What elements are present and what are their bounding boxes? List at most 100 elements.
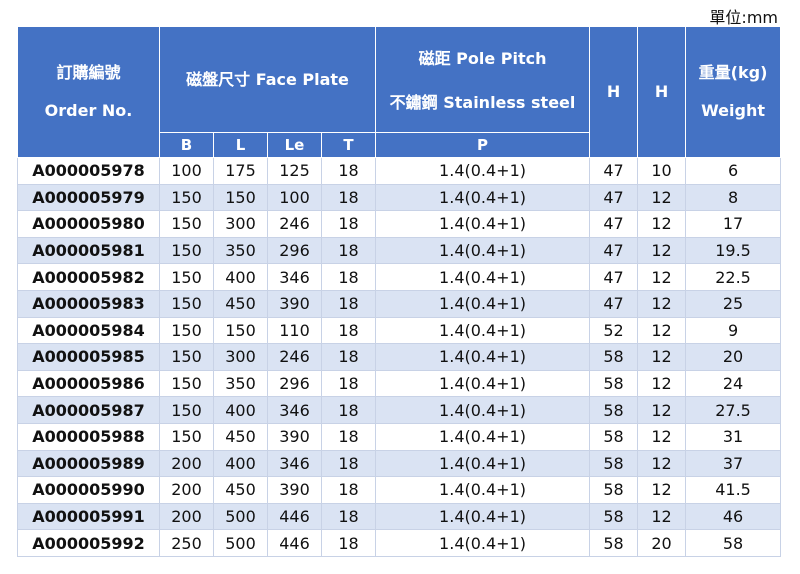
weight-cell: 17: [685, 210, 782, 238]
l-cell: 300: [213, 210, 268, 238]
table-row: A000005990 200 450 390 18 1.4(0.4+1) 58 12 41.5: [17, 476, 782, 504]
h2-cell: 12: [637, 423, 687, 451]
h2-cell: 12: [637, 343, 687, 371]
le-cell: 390: [267, 423, 322, 451]
b-cell: 200: [159, 503, 214, 531]
weight-cell: 37: [685, 450, 782, 478]
sub-header-l: L: [213, 132, 268, 158]
l-cell: 400: [213, 263, 268, 291]
weight-header-en: Weight: [701, 101, 765, 120]
t-cell: 18: [320, 290, 377, 318]
l-cell: 150: [213, 184, 268, 212]
b-cell: 150: [159, 210, 214, 238]
h2-cell: 12: [637, 237, 687, 265]
h2-cell: 12: [637, 317, 687, 345]
le-cell: 296: [267, 237, 322, 265]
table-row: A000005992 250 500 446 18 1.4(0.4+1) 58 20 58: [17, 529, 782, 557]
h2-cell: 20: [637, 529, 687, 557]
order-no-cell: A000005990: [17, 476, 160, 504]
weight-header: 重量(kg) Weight: [685, 26, 782, 158]
pitch-cell: 1.4(0.4+1): [375, 343, 591, 371]
h2-cell: 12: [637, 290, 687, 318]
weight-cell: 25: [685, 290, 782, 318]
le-cell: 246: [267, 210, 322, 238]
h2-cell: 12: [637, 184, 687, 212]
t-cell: 18: [320, 450, 377, 478]
t-cell: 18: [320, 503, 377, 531]
le-cell: 390: [267, 476, 322, 504]
pitch-cell: 1.4(0.4+1): [375, 370, 591, 398]
table-row: A000005983 150 450 390 18 1.4(0.4+1) 47 12 25: [17, 290, 782, 318]
weight-cell: 19.5: [685, 237, 782, 265]
table-row: A000005980 150 300 246 18 1.4(0.4+1) 47 12 17: [17, 210, 782, 238]
b-cell: 150: [159, 343, 214, 371]
t-cell: 18: [320, 529, 377, 557]
l-cell: 175: [213, 157, 268, 185]
table-row: A000005978 100 175 125 18 1.4(0.4+1) 47 10 6: [17, 157, 782, 185]
weight-cell: 31: [685, 423, 782, 451]
l-cell: 450: [213, 476, 268, 504]
l-cell: 350: [213, 237, 268, 265]
b-cell: 150: [159, 370, 214, 398]
t-cell: 18: [320, 396, 377, 424]
order-no-cell: A000005978: [17, 157, 160, 185]
b-cell: 150: [159, 184, 214, 212]
h1-cell: 58: [589, 503, 639, 531]
le-cell: 446: [267, 503, 322, 531]
h1-cell: 58: [589, 343, 639, 371]
pitch-cell: 1.4(0.4+1): [375, 157, 591, 185]
order-no-header-en: Order No.: [44, 101, 133, 120]
weight-cell: 41.5: [685, 476, 782, 504]
h1-cell: 58: [589, 423, 639, 451]
weight-header-zh: 重量(kg): [698, 63, 768, 82]
table-row: A000005979 150 150 100 18 1.4(0.4+1) 47 12 8: [17, 184, 782, 212]
weight-cell: 8: [685, 184, 782, 212]
h1-cell: 52: [589, 317, 639, 345]
table-row: A000005989 200 400 346 18 1.4(0.4+1) 58 12 37: [17, 450, 782, 478]
h2-cell: 10: [637, 157, 687, 185]
pitch-cell: 1.4(0.4+1): [375, 263, 591, 291]
spec-table: 訂購編號 Order No. 磁盤尺寸 Face Plate 磁距 Pole P…: [17, 26, 782, 557]
t-cell: 18: [320, 210, 377, 238]
l-cell: 400: [213, 450, 268, 478]
pole-pitch-header-line2: 不鏽鋼 Stainless steel: [389, 92, 576, 112]
b-cell: 150: [159, 423, 214, 451]
order-no-cell: A000005982: [17, 263, 160, 291]
t-cell: 18: [320, 263, 377, 291]
table-row: A000005987 150 400 346 18 1.4(0.4+1) 58 12 27.5: [17, 396, 782, 424]
h2-cell: 12: [637, 210, 687, 238]
pitch-cell: 1.4(0.4+1): [375, 184, 591, 212]
order-no-cell: A000005992: [17, 529, 160, 557]
b-cell: 200: [159, 450, 214, 478]
le-cell: 296: [267, 370, 322, 398]
le-cell: 446: [267, 529, 322, 557]
order-no-cell: A000005983: [17, 290, 160, 318]
pole-pitch-header-line1: 磁距 Pole Pitch: [418, 48, 547, 68]
l-cell: 450: [213, 290, 268, 318]
h2-cell: 12: [637, 396, 687, 424]
l-cell: 350: [213, 370, 268, 398]
table-row: A000005985 150 300 246 18 1.4(0.4+1) 58 12 20: [17, 343, 782, 371]
order-no-cell: A000005991: [17, 503, 160, 531]
weight-cell: 6: [685, 157, 782, 185]
le-cell: 246: [267, 343, 322, 371]
pitch-cell: 1.4(0.4+1): [375, 423, 591, 451]
t-cell: 18: [320, 423, 377, 451]
pitch-cell: 1.4(0.4+1): [375, 290, 591, 318]
table-header: 訂購編號 Order No. 磁盤尺寸 Face Plate 磁距 Pole P…: [17, 26, 782, 158]
order-no-cell: A000005987: [17, 396, 160, 424]
pitch-cell: 1.4(0.4+1): [375, 450, 591, 478]
t-cell: 18: [320, 157, 377, 185]
table-body: A000005978 100 175 125 18 1.4(0.4+1) 47 10 6 A000…: [17, 157, 782, 557]
table-row: A000005988 150 450 390 18 1.4(0.4+1) 58 12 31: [17, 423, 782, 451]
l-cell: 300: [213, 343, 268, 371]
face-plate-header: 磁盤尺寸 Face Plate: [158, 26, 377, 133]
le-cell: 100: [267, 184, 322, 212]
sub-header-p: P: [375, 132, 591, 158]
sub-header-t: T: [320, 132, 377, 158]
order-no-cell: A000005985: [17, 343, 160, 371]
b-cell: 150: [159, 263, 214, 291]
table-row: A000005981 150 350 296 18 1.4(0.4+1) 47 12 19.5: [17, 237, 782, 265]
h1-cell: 47: [589, 290, 639, 318]
le-cell: 125: [267, 157, 322, 185]
